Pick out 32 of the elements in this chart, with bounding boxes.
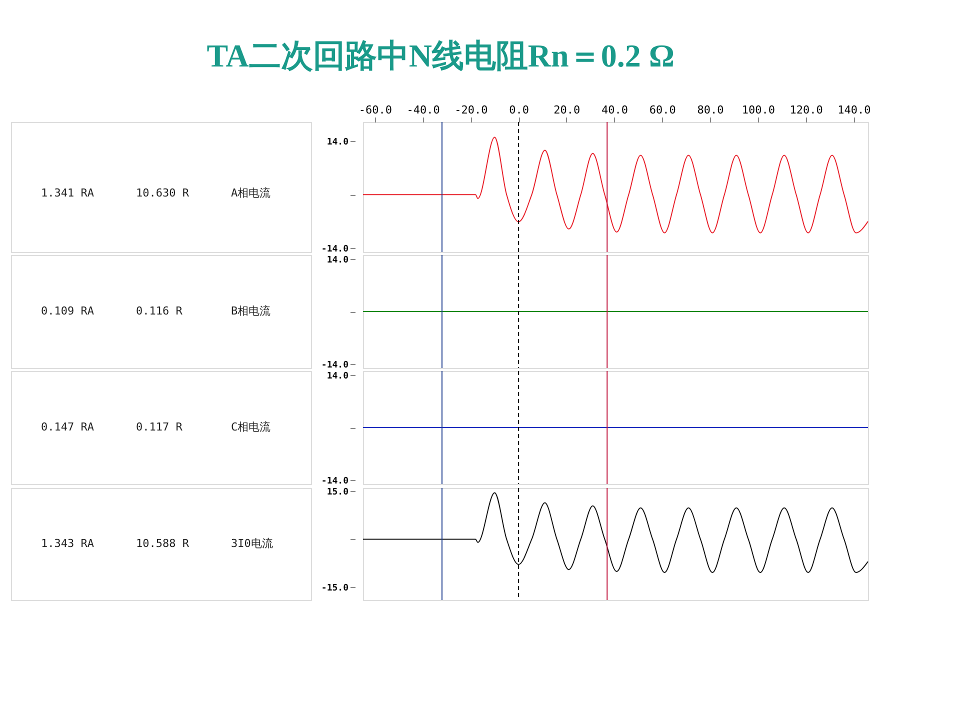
text: 3I0电流 (231, 537, 273, 550)
x-tick-label: 60.0 (649, 104, 676, 116)
x-tick-label: 140.0 (838, 104, 871, 116)
text: 10.630 R (136, 186, 190, 200)
x-tick-label: -40.0 (406, 104, 440, 116)
x-tick-label: 0.0 (509, 104, 530, 116)
text: 1.341 RA (41, 186, 94, 200)
y-tick-label: -14.0 (321, 244, 348, 255)
y-tick-label: -14.0 (321, 360, 348, 371)
x-tick-label: 40.0 (602, 104, 628, 116)
y-tick-label: -15.0 (321, 584, 348, 594)
text: 0.147 RA (41, 420, 94, 434)
x-tick-label: -20.0 (454, 104, 488, 116)
text: 0.109 RA (41, 304, 94, 318)
x-tick-label: 120.0 (790, 104, 823, 116)
y-tick-label: 14.0 (326, 138, 348, 148)
text: 0.116 R (136, 304, 183, 318)
y-tick-label: 14.0 (326, 371, 348, 382)
text: A相电流 (231, 186, 271, 200)
x-tick-label: 20.0 (554, 104, 580, 116)
text: 0.117 R (136, 420, 183, 434)
text: 10.588 R (136, 537, 190, 550)
text: C相电流 (231, 420, 271, 434)
text: B相电流 (231, 304, 271, 318)
y-tick-label: 14.0 (326, 255, 348, 266)
text: 1.343 RA (41, 537, 94, 550)
y-tick-label: -14.0 (321, 476, 348, 487)
x-tick-label: -60.0 (358, 104, 392, 116)
x-tick-label: 100.0 (742, 104, 775, 116)
y-tick-label: 15.0 (326, 488, 348, 498)
chart-title: TA二次回路中N线电阻Rn＝0.2 Ω (206, 38, 674, 74)
x-tick-label: 80.0 (697, 104, 724, 116)
